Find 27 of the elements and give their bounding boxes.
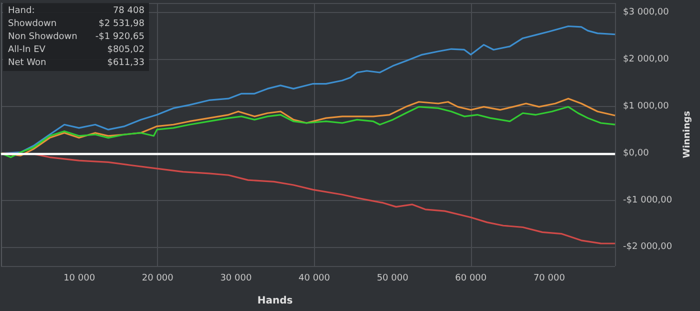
annotation: Non Showdown — [8, 32, 78, 42]
annotation: 78 408 — [112, 6, 144, 16]
x-tick-label: 50 000 — [376, 274, 409, 284]
x-tick-label: 30 000 — [220, 274, 252, 284]
annotation: All-In EV — [8, 45, 46, 55]
annotation: $805,02 — [106, 45, 144, 55]
line-series — [0, 98, 616, 156]
y-tick-label: -$2 000,00 — [623, 242, 672, 252]
annotation: $2 531,98 — [98, 19, 144, 29]
x-tick-label: 60 000 — [455, 274, 487, 284]
x-tick-label: 20 000 — [142, 274, 174, 284]
y-tick-label: -$1 000,00 — [623, 195, 672, 206]
y-tick-label: $1 000,00 — [623, 101, 670, 112]
annotation: Showdown — [8, 19, 58, 29]
x-tick-label: 70 000 — [533, 274, 566, 284]
annotation: Net Won — [8, 58, 48, 68]
y-axis-title: Winnings — [682, 110, 692, 158]
y-tick-label: $3 000,00 — [623, 7, 670, 18]
annotation: -$1 920,65 — [95, 32, 144, 42]
annotation: Hand: — [8, 6, 36, 16]
x-tick-label: 10 000 — [64, 274, 96, 284]
line-series — [0, 106, 616, 158]
x-axis-title: Hands — [257, 296, 293, 306]
y-tick-label: $0,00 — [623, 148, 650, 158]
annotation: $611,33 — [106, 58, 144, 68]
y-tick-label: $2 000,00 — [623, 54, 670, 64]
x-tick-label: 40 000 — [298, 274, 330, 284]
